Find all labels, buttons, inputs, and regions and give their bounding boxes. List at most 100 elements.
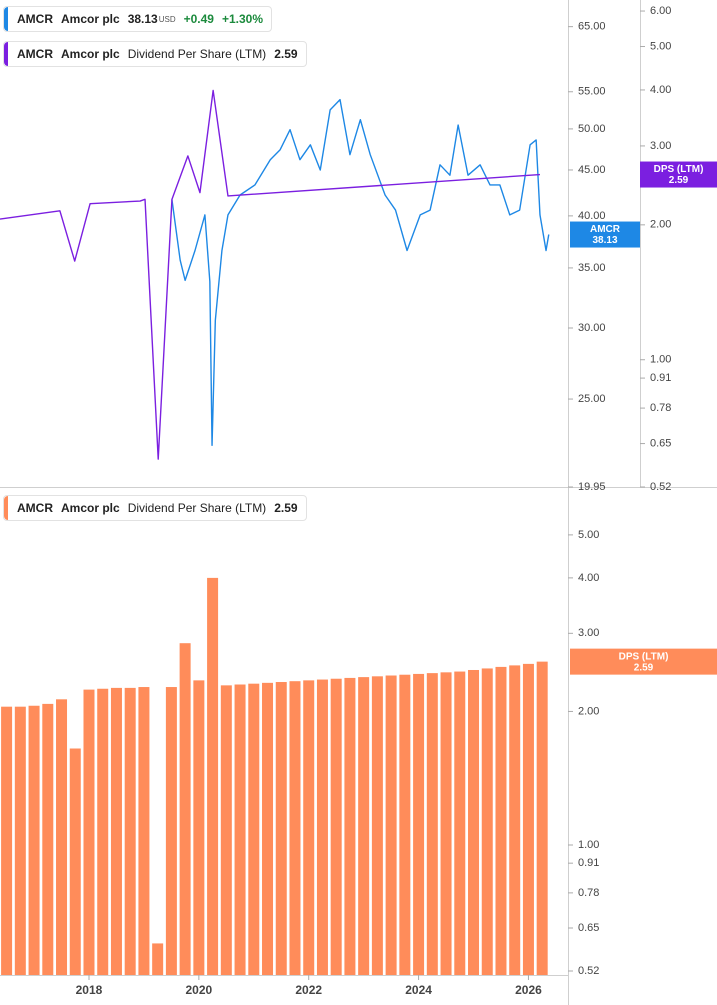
legend-value: 2.59	[274, 501, 298, 515]
bar	[440, 672, 452, 975]
y2-tick-label: 4.00	[650, 84, 671, 96]
bar	[42, 703, 54, 975]
y-tick-label: 2.00	[578, 705, 599, 717]
bar	[468, 669, 480, 975]
bar	[138, 687, 150, 975]
x-tick-label: 2022	[295, 983, 322, 997]
y2-tick-label: 3.00	[650, 140, 671, 152]
badge-value: 38.13	[592, 235, 617, 246]
y2-tick-label: 0.91	[650, 372, 671, 384]
badge-box	[570, 648, 717, 675]
legend-currency: USD	[158, 15, 176, 24]
bar	[207, 577, 219, 975]
y-tick-label: 0.52	[578, 965, 599, 977]
bar	[193, 680, 205, 975]
y-tick-label: 1.00	[578, 839, 599, 851]
bar	[344, 677, 356, 975]
x-tick-label: 2020	[186, 983, 213, 997]
badge-box	[570, 221, 640, 248]
y-tick-label: 0.78	[578, 887, 599, 899]
bar	[371, 676, 383, 975]
bar	[1, 706, 13, 975]
bar	[509, 665, 521, 975]
bar	[110, 687, 122, 975]
bar	[303, 680, 315, 975]
bar	[234, 684, 246, 975]
y2-tick-label: 1.00	[650, 354, 671, 366]
y-tick-label: 65.00	[578, 21, 606, 33]
bar	[56, 699, 68, 975]
legend-change: +0.49	[183, 12, 214, 26]
value-badge: DPS (LTM)2.59	[640, 161, 717, 188]
bar	[454, 671, 466, 975]
legend-symbol: AMCR	[17, 47, 53, 61]
y-tick-label: 35.00	[578, 262, 606, 274]
legend: AMCR Amcor plc Dividend Per Share (LTM) 2.5…	[3, 495, 307, 521]
legend-metric: Dividend Per Share (LTM)	[127, 47, 267, 61]
legend-value: 2.59	[274, 47, 298, 61]
y-tick-label: 19.95	[578, 481, 606, 493]
bar	[28, 705, 40, 975]
price-line	[171, 98, 550, 447]
bar	[69, 748, 81, 975]
bar	[165, 687, 177, 975]
bar	[536, 661, 548, 975]
y2-tick-label: 0.78	[650, 402, 671, 414]
legend-symbol: AMCR	[17, 12, 53, 26]
y-tick-label: 50.00	[578, 123, 606, 135]
value-badge: DPS (LTM)2.59	[570, 648, 717, 675]
y-tick-label: 3.00	[578, 627, 599, 639]
bar	[495, 666, 507, 975]
y2-tick-label: 6.00	[650, 5, 671, 17]
legend-value: 38.13	[127, 12, 158, 26]
legend-change-percent: +1.30%	[221, 12, 264, 26]
y2-tick-label: 0.65	[650, 437, 671, 449]
bar	[97, 688, 109, 975]
legend-swatch	[4, 496, 8, 520]
y-tick-label: 5.00	[578, 529, 599, 541]
bar	[289, 681, 301, 975]
legend: AMCR Amcor plc 38.13 USD +0.49 +1.30%	[3, 6, 273, 32]
bar	[330, 678, 342, 975]
bar	[179, 643, 191, 975]
legend-swatch	[4, 7, 8, 31]
bar	[522, 663, 534, 975]
y-tick-label: 45.00	[578, 164, 606, 176]
bar	[481, 668, 493, 975]
bar	[316, 679, 328, 975]
bar	[262, 682, 274, 975]
bar	[275, 682, 287, 975]
badge-label: DPS (LTM)	[619, 651, 669, 662]
y-tick-label: 4.00	[578, 572, 599, 584]
legend-metric: Dividend Per Share (LTM)	[127, 501, 267, 515]
y-tick-label: 30.00	[578, 322, 606, 334]
x-tick-label: 2024	[405, 983, 432, 997]
y-tick-label: 40.00	[578, 210, 606, 222]
legend: AMCR Amcor plc Dividend Per Share (LTM) 2.5…	[3, 41, 307, 67]
badge-box	[640, 161, 717, 188]
y2-tick-label: 2.00	[650, 219, 671, 231]
bar	[220, 685, 232, 975]
price-line	[0, 89, 541, 460]
y-tick-label: 55.00	[578, 86, 606, 98]
legend-name: Amcor plc	[61, 12, 120, 26]
y-tick-label: 0.91	[578, 857, 599, 869]
y2-tick-label: 5.00	[650, 40, 671, 52]
bar	[248, 683, 260, 975]
bar	[83, 689, 95, 975]
badge-value: 2.59	[669, 175, 689, 186]
x-tick-label: 2026	[515, 983, 542, 997]
legend-name: Amcor plc	[61, 501, 120, 515]
bar	[14, 706, 26, 975]
bar	[152, 943, 164, 975]
bar	[413, 673, 425, 975]
badge-label: DPS (LTM)	[654, 164, 704, 175]
legend-name: Amcor plc	[61, 47, 120, 61]
y-tick-label: 0.65	[578, 922, 599, 934]
bar	[426, 673, 438, 975]
bar	[399, 674, 411, 975]
legend-symbol: AMCR	[17, 501, 53, 515]
